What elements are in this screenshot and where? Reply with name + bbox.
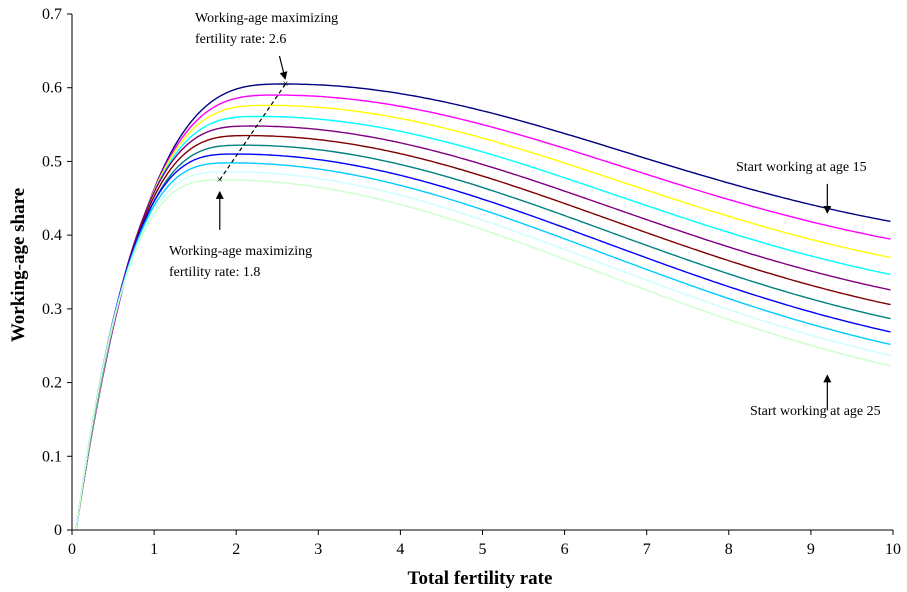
series-line-age-15 [75, 83, 891, 531]
x-ticks: 0 1 2 3 4 5 6 7 8 9 10 [68, 530, 901, 558]
annotation-bottom-peak-line2: fertility rate: 1.8 [169, 265, 260, 280]
y-tick-label: 0.2 [42, 375, 62, 392]
peak-marker-top: × [282, 78, 288, 90]
arrow-top-peak [278, 55, 288, 80]
series-line-age-25 [75, 179, 891, 531]
series-line-age-20 [75, 134, 891, 531]
series-line-age-21 [75, 144, 891, 531]
series-line-age-24 [75, 170, 891, 531]
y-tick-label: 0 [54, 522, 62, 539]
x-tick-label: 9 [807, 541, 815, 558]
series-layer [75, 83, 891, 531]
y-axis-title: Working-age share [8, 188, 29, 342]
x-tick-label: 1 [150, 541, 158, 558]
annotation-layer: × × Working-age maximizing fertility rat… [169, 11, 881, 419]
annotation-start-15: Start working at age 15 [736, 160, 867, 175]
series-line-age-16 [75, 94, 891, 531]
y-tick-label: 0.7 [42, 6, 62, 23]
annotation-start-25: Start working at age 25 [750, 404, 881, 419]
axes: 0 1 2 3 4 5 6 7 8 9 10 0 0.1 0.2 0.3 0.4 0.5 0.6 0.7 [42, 6, 901, 558]
y-tick-label: 0.6 [42, 80, 62, 97]
annotation-top-peak-line1: Working-age maximizing [195, 11, 338, 26]
x-tick-label: 6 [561, 541, 569, 558]
y-tick-label: 0.1 [42, 448, 62, 465]
x-tick-label: 4 [396, 541, 404, 558]
y-tick-label: 0.3 [42, 301, 62, 318]
series-line-age-23 [75, 162, 891, 531]
x-tick-label: 8 [725, 541, 733, 558]
x-tick-label: 3 [314, 541, 322, 558]
y-tick-label: 0.5 [42, 153, 62, 170]
annotation-top-peak-line2: fertility rate: 2.6 [195, 32, 286, 47]
series-line-age-19 [75, 125, 891, 531]
x-tick-label: 7 [643, 541, 651, 558]
x-tick-label: 0 [68, 541, 76, 558]
annotation-bottom-peak-line1: Working-age maximizing [169, 244, 312, 259]
series-line-age-18 [75, 115, 891, 531]
x-tick-label: 2 [232, 541, 240, 558]
series-line-age-17 [75, 104, 891, 531]
y-tick-label: 0.4 [42, 227, 62, 244]
peak-marker-bottom: × [217, 174, 223, 186]
y-ticks: 0 0.1 0.2 0.3 0.4 0.5 0.6 0.7 [42, 6, 72, 539]
series-line-age-22 [75, 153, 891, 531]
x-tick-label: 5 [479, 541, 487, 558]
x-tick-label: 10 [885, 541, 901, 558]
x-axis-title: Total fertility rate [408, 568, 553, 589]
peak-connector-line [219, 83, 286, 181]
